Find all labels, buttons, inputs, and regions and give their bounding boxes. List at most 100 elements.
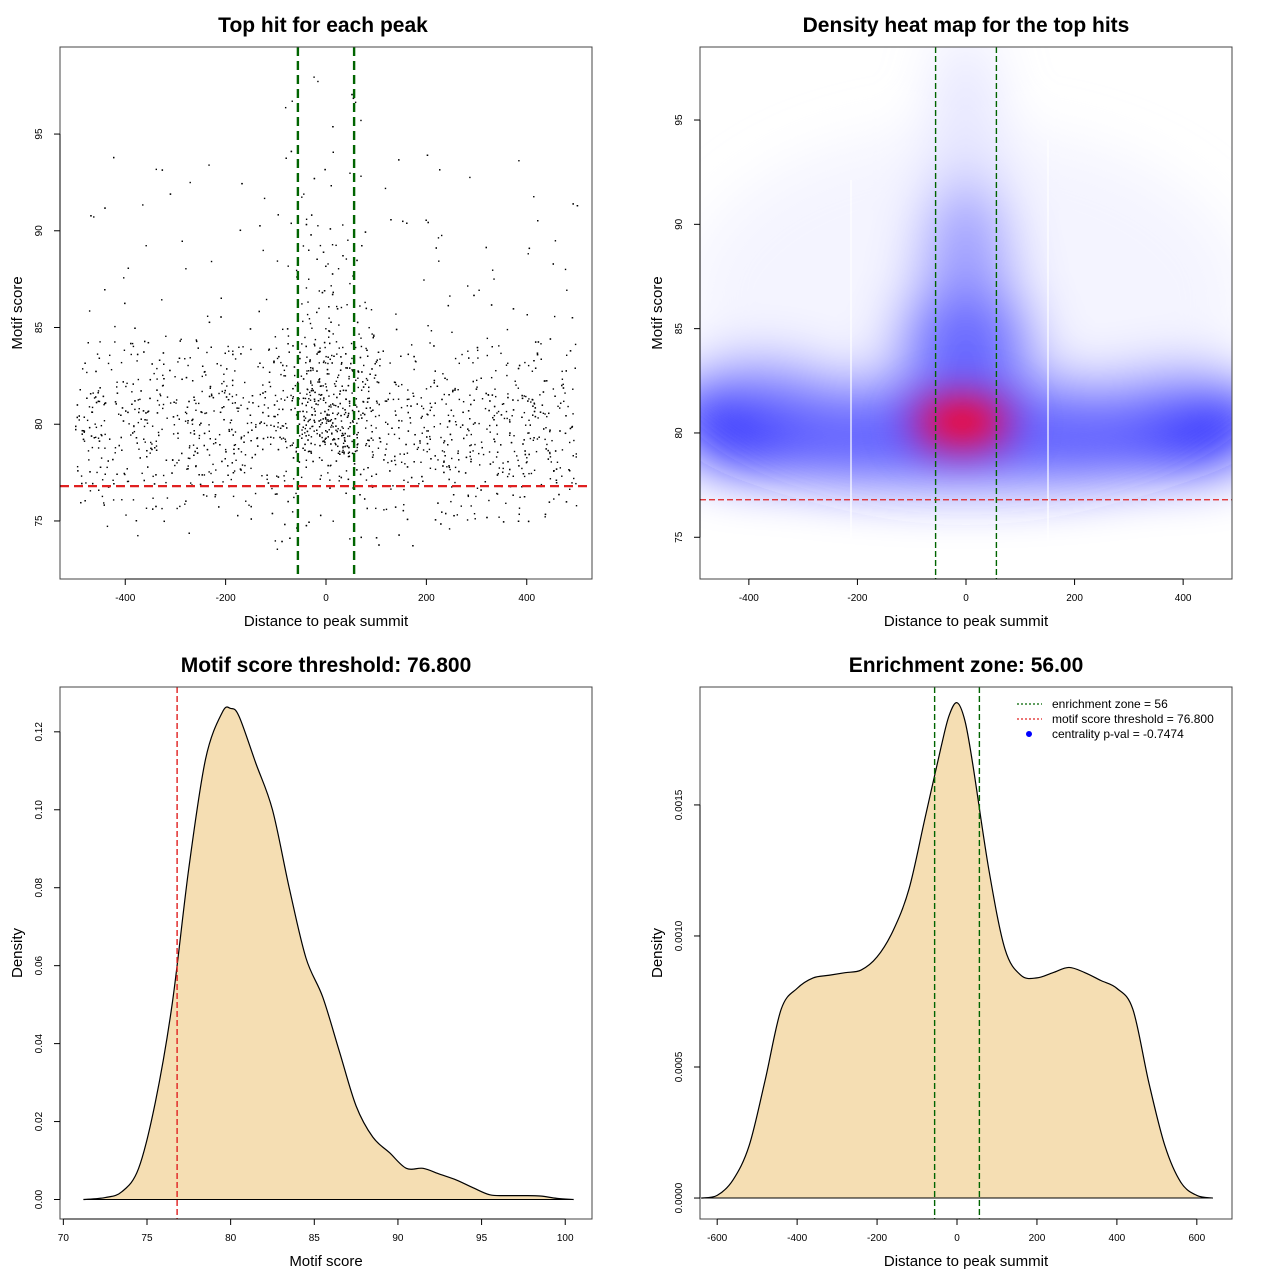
scatter-point: [321, 432, 323, 434]
legend-item-threshold: motif score threshold = 76.800: [1017, 712, 1214, 726]
scatter-point: [193, 433, 196, 435]
scatter-point: [502, 403, 505, 405]
heatmap-x-label: Distance to peak summit: [884, 613, 1049, 630]
scatter-point: [100, 457, 103, 459]
scatter-point: [397, 398, 400, 400]
scatter-point: [343, 413, 346, 416]
scatter-point: [239, 229, 242, 232]
distance-density-x-tick-label: 400: [1109, 1233, 1126, 1244]
scatter-point: [317, 80, 319, 83]
scatter-point: [210, 346, 212, 348]
scatter-point: [400, 355, 402, 358]
scatter-point: [184, 358, 186, 360]
scatter-point: [153, 483, 156, 485]
scatter-point: [421, 415, 423, 418]
scatter-point: [533, 402, 535, 404]
scatter-point: [412, 392, 414, 395]
scatter-point: [246, 422, 249, 425]
scatter-point: [302, 378, 305, 380]
scatter-point: [343, 437, 346, 439]
scatter-point: [159, 394, 162, 397]
scatter-point: [426, 413, 428, 415]
scatter-point: [348, 400, 351, 402]
scatter-point: [206, 448, 209, 451]
scatter-point: [357, 386, 359, 389]
scatter-x-axis: -400 -200 0 200 400: [115, 578, 536, 604]
scatter-point: [97, 390, 100, 392]
scatter-point: [243, 471, 246, 474]
scatter-point: [497, 472, 499, 475]
scatter-point: [309, 427, 311, 430]
scatter-point: [445, 403, 447, 405]
scatter-point: [406, 405, 409, 407]
score-density-area: [83, 706, 574, 1200]
scatter-point: [372, 454, 375, 456]
scatter-point: [161, 169, 164, 171]
scatter-point: [464, 472, 467, 474]
scatter-point: [302, 397, 305, 400]
score-density-y-tick-label: 0.04: [34, 1033, 45, 1053]
scatter-point: [195, 340, 198, 343]
scatter-point: [515, 384, 517, 386]
scatter-point: [241, 182, 243, 185]
scatter-point: [513, 450, 516, 453]
scatter-point: [329, 358, 331, 361]
scatter-point: [393, 381, 396, 383]
scatter-point: [279, 436, 281, 439]
scatter-point: [454, 420, 457, 423]
scatter-point: [201, 365, 204, 367]
scatter-point: [341, 426, 343, 428]
heatmap-y-tick-label: 95: [674, 114, 685, 126]
scatter-point: [257, 405, 260, 408]
scatter-point: [328, 306, 330, 308]
scatter-x-tick-label: 0: [323, 593, 329, 604]
scatter-point: [407, 430, 410, 432]
scatter-point: [498, 516, 500, 518]
scatter-point: [91, 446, 94, 449]
scatter-point: [188, 447, 191, 449]
scatter-point: [327, 419, 329, 421]
scatter-point: [371, 368, 373, 370]
scatter-point: [350, 342, 353, 345]
scatter-point: [130, 434, 132, 436]
scatter-point: [430, 458, 432, 460]
scatter-point: [500, 414, 503, 416]
scatter-point: [81, 482, 83, 485]
scatter-point: [517, 367, 520, 370]
scatter-x-label: Distance to peak summit: [244, 613, 409, 630]
scatter-point: [305, 424, 307, 426]
scatter-point: [258, 310, 260, 313]
scatter-point: [568, 469, 570, 471]
scatter-point: [344, 411, 347, 414]
scatter-point: [210, 472, 212, 475]
scatter-point: [549, 456, 552, 458]
scatter-point: [310, 214, 313, 216]
scatter-x-tick-label: 200: [418, 593, 435, 604]
scatter-point: [322, 251, 325, 253]
scatter-point: [342, 224, 344, 226]
scatter-point: [223, 418, 225, 421]
scatter-point: [372, 409, 374, 411]
scatter-point: [493, 414, 496, 417]
scatter-point: [256, 445, 259, 447]
scatter-point: [205, 374, 207, 376]
scatter-point: [433, 426, 435, 428]
scatter-point: [244, 381, 246, 384]
distance-density-x-tick-label: 0: [954, 1233, 960, 1244]
scatter-point: [355, 379, 357, 381]
scatter-point: [277, 448, 280, 451]
scatter-point: [251, 394, 254, 397]
scatter-point: [196, 447, 198, 449]
scatter-point: [513, 435, 515, 437]
scatter-point: [443, 471, 445, 474]
scatter-point: [405, 443, 407, 446]
scatter-point: [394, 455, 396, 458]
scatter-point: [267, 415, 270, 417]
scatter-point: [230, 478, 232, 481]
scatter-point: [526, 461, 528, 463]
scatter-point: [339, 402, 341, 405]
scatter-point: [324, 383, 327, 385]
scatter-point: [344, 440, 346, 442]
scatter-point: [331, 449, 333, 452]
scatter-point: [425, 219, 427, 221]
